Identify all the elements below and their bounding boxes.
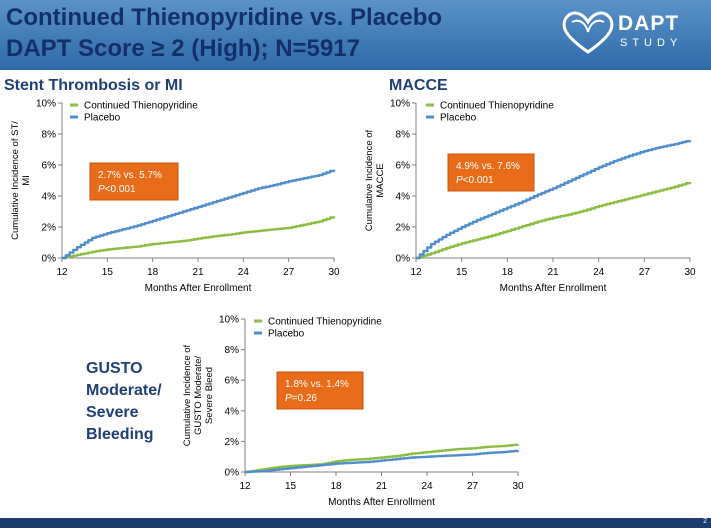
chart3-y-tick-label: 6% — [225, 376, 240, 387]
chart1-y-tick-label: 8% — [42, 130, 57, 141]
chart1-y-tick-label: 2% — [42, 223, 57, 234]
chart2-callout-box — [447, 153, 535, 192]
chart2-y-tick-label: 2% — [396, 223, 411, 234]
chart3-y-axis-label: GUSTO Moderate/ — [193, 356, 204, 435]
chart3-y-tick-label: 8% — [225, 345, 240, 356]
chart2-y-tick-label: 4% — [396, 192, 411, 203]
chart3-y-axis-label: Severe Bleed — [204, 367, 215, 424]
page-number: 2 — [703, 518, 707, 525]
chart2-callout-pvalue: P<0.001 — [456, 175, 494, 186]
chart3-callout-text: 1.8% vs. 1.4% — [285, 379, 349, 390]
chart2-y-axis-label: MACCE — [375, 163, 386, 197]
dapt-study-logo: DAPT STUDY — [556, 6, 706, 64]
chart1-y-tick-label: 0% — [42, 254, 57, 265]
chart2-series-continued-line — [416, 182, 692, 260]
chart3-callout-box — [276, 371, 364, 410]
chart1-x-tick-label: 15 — [102, 267, 114, 278]
chart3-legend-label: Continued Thienopyridine — [268, 317, 382, 328]
chart1-x-tick-label: 27 — [283, 267, 295, 278]
chart1-y-tick-label: 4% — [42, 192, 57, 203]
chart2-callout-text: 4.9% vs. 7.6% — [456, 161, 520, 172]
chart2-legend-label: Continued Thienopyridine — [440, 101, 554, 112]
chart3-series-placebo-line — [245, 449, 520, 474]
chart1-y-tick-label: 10% — [36, 99, 56, 110]
chart2-y-tick-label: 0% — [396, 254, 411, 265]
chart1-legend-label: Continued Thienopyridine — [84, 101, 198, 112]
chart3-x-tick-label: 30 — [512, 481, 524, 492]
chart3-y-axis-label: Cumulative Incidence of — [182, 344, 193, 446]
chart3-x-axis-label: Months After Enrollment — [328, 497, 435, 508]
chart2-title: MACCE — [389, 77, 448, 94]
slide-title-line1: Continued Thienopyridine vs. Placebo — [6, 4, 443, 31]
slide-footer: 2 — [0, 518, 711, 528]
chart3-x-tick-label: 15 — [285, 481, 297, 492]
side-label-line4: Bleeding — [86, 426, 154, 443]
chart3-series-continued-line — [245, 443, 520, 474]
slide-title-line2: DAPT Score ≥ 2 (High); N=5917 — [6, 35, 360, 62]
chart3-x-tick-label: 27 — [467, 481, 479, 492]
chart2-series-placebo-line — [416, 140, 692, 260]
chart1-x-axis-label: Months After Enrollment — [145, 283, 252, 294]
chart1-x-tick-label: 18 — [147, 267, 159, 278]
chart2-x-axis-label: Months After Enrollment — [500, 283, 607, 294]
chart1-callout-text: 2.7% vs. 5.7% — [98, 170, 162, 181]
chart2-x-tick-label: 30 — [684, 267, 696, 278]
chart3-y-tick-label: 10% — [219, 315, 239, 326]
chart2-legend-label: Placebo — [440, 113, 477, 124]
chart3-x-tick-label: 12 — [239, 481, 251, 492]
chart1-title: Stent Thrombosis or MI — [4, 77, 183, 94]
logo-word: DAPT — [618, 12, 680, 35]
chart1-legend-label: Placebo — [84, 113, 121, 124]
heart-logo-icon — [562, 11, 614, 54]
chart1-callout-box — [89, 162, 179, 201]
chart3-x-tick-label: 21 — [376, 481, 388, 492]
chart2-y-tick-label: 8% — [396, 130, 411, 141]
logo-subword: STUDY — [620, 37, 683, 49]
chart1-x-tick-label: 30 — [328, 267, 340, 278]
chart2-y-tick-label: 6% — [396, 161, 411, 172]
side-label-line2: Moderate/ — [86, 382, 162, 399]
chart3-legend-label: Placebo — [268, 329, 305, 340]
chart2-y-axis-label: Cumulative Incidence of — [364, 129, 375, 231]
chart2-x-tick-label: 21 — [547, 267, 559, 278]
chart2-x-tick-label: 18 — [502, 267, 514, 278]
side-label-line1: GUSTO — [86, 360, 143, 377]
chart1-series-continued-line — [62, 216, 336, 260]
slide-header: Continued Thienopyridine vs. Placebo DAP… — [0, 0, 711, 70]
chart1-y-axis-label: Cumulative Incidence of ST/ — [10, 121, 21, 240]
chart3-y-tick-label: 2% — [225, 437, 240, 448]
chart3-x-tick-label: 18 — [330, 481, 342, 492]
chart1-series-placebo-line — [62, 169, 336, 260]
chart3-side-label: GUSTO Moderate/ Severe Bleeding — [86, 358, 162, 446]
chart3-x-tick-label: 24 — [421, 481, 433, 492]
chart2-y-tick-label: 10% — [390, 99, 410, 110]
chart3-callout-pvalue: P=0.26 — [285, 393, 317, 404]
chart2-x-tick-label: 15 — [456, 267, 468, 278]
chart2-x-tick-label: 12 — [410, 267, 422, 278]
chart2-x-tick-label: 24 — [593, 267, 605, 278]
chart1-y-tick-label: 6% — [42, 161, 57, 172]
side-label-line3: Severe — [86, 404, 139, 421]
chart1-x-tick-label: 12 — [56, 267, 68, 278]
chart2-x-tick-label: 27 — [639, 267, 651, 278]
chart3-y-tick-label: 0% — [225, 468, 240, 479]
chart3-y-tick-label: 4% — [225, 406, 240, 417]
chart1-callout-pvalue: P<0.001 — [98, 184, 136, 195]
chart1-x-tick-label: 21 — [192, 267, 204, 278]
chart1-x-tick-label: 24 — [238, 267, 250, 278]
chart1-y-axis-label: MI — [21, 175, 32, 186]
